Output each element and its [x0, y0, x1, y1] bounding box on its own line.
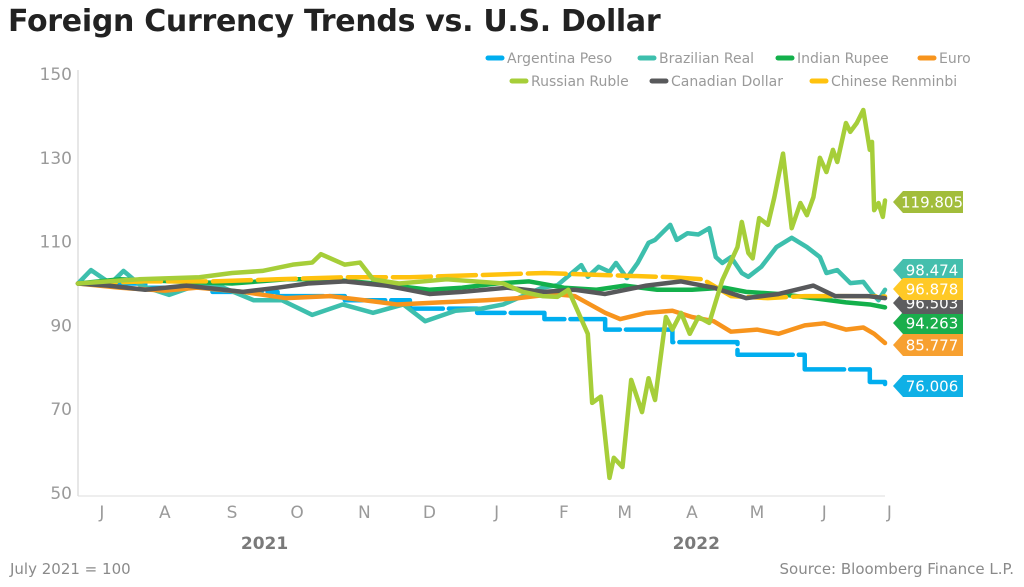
- end-value-tag-shape: [893, 278, 963, 300]
- end-value-tag-shape: [893, 375, 963, 397]
- end-value-tag-shape: [893, 191, 963, 213]
- legend-item: Brazilian Real: [637, 51, 754, 67]
- legend-item: Russian Ruble: [509, 74, 629, 90]
- series-line-brazilian-real: [75, 222, 888, 324]
- end-value-label: 96.878: [906, 281, 959, 299]
- y-tick-label: 130: [40, 149, 72, 169]
- x-tick-label: M: [617, 503, 632, 523]
- legend-label: Canadian Dollar: [671, 74, 783, 90]
- legend-item: Indian Rupee: [775, 51, 889, 67]
- legend-label: Euro: [939, 51, 971, 67]
- x-tick-label: N: [358, 503, 371, 523]
- y-tick-label: 110: [40, 233, 72, 253]
- y-tick-label: 90: [50, 316, 72, 336]
- x-tick-label: F: [559, 503, 569, 523]
- source-note: Source: Bloomberg Finance L.P.: [780, 560, 1014, 578]
- end-value-label: 98.474: [906, 262, 959, 280]
- legend-item: Argentina Peso: [485, 51, 612, 67]
- year-label: 2021: [241, 534, 288, 554]
- series-line-canadian-dollar: [75, 279, 888, 301]
- end-value-tag: 94.263: [893, 312, 963, 334]
- x-tick-label: J: [886, 503, 892, 523]
- end-value-label: 94.263: [906, 315, 959, 333]
- y-tick-label: 150: [40, 65, 72, 85]
- x-tick-label: J: [821, 503, 827, 523]
- y-tick-label: 50: [50, 484, 72, 504]
- chart-title: Foreign Currency Trends vs. U.S. Dollar: [8, 4, 661, 39]
- end-value-tag-shape: [893, 312, 963, 334]
- legend-label: Brazilian Real: [659, 51, 754, 67]
- x-tick-label: D: [423, 503, 436, 523]
- end-value-tag: 76.006: [893, 375, 963, 397]
- end-value-tag-shape: [893, 259, 963, 281]
- legend-label: Indian Rupee: [797, 51, 889, 67]
- legend-item: Chinese Renminbi: [809, 74, 957, 90]
- year-label: 2022: [673, 534, 720, 554]
- end-value-tag: 119.805: [893, 191, 963, 213]
- end-value-label: 119.805: [901, 194, 963, 212]
- legend-label: Chinese Renminbi: [831, 74, 957, 90]
- x-tick-label: J: [493, 503, 499, 523]
- x-tick-label: A: [159, 503, 171, 523]
- legend-label: Argentina Peso: [507, 51, 612, 67]
- legend-item: Euro: [917, 51, 971, 67]
- legend-label: Russian Ruble: [531, 74, 629, 90]
- series-line-euro: [75, 281, 888, 346]
- end-value-label: 76.006: [906, 378, 959, 396]
- end-value-tag: 98.474: [893, 259, 963, 281]
- x-tick-label: M: [750, 503, 765, 523]
- x-tick-label: A: [686, 503, 698, 523]
- series-line-chinese-renminbi: [75, 270, 888, 301]
- x-tick-label: O: [290, 503, 303, 523]
- y-tick-label: 70: [50, 400, 72, 420]
- series-line-russian-ruble: [75, 107, 888, 481]
- end-value-tag: 85.777: [893, 334, 963, 356]
- index-note: July 2021 = 100: [9, 560, 131, 578]
- end-value-label: 85.777: [906, 337, 959, 355]
- end-value-tag: 96.878: [893, 278, 963, 300]
- legend-item: Canadian Dollar: [649, 74, 783, 90]
- end-value-tag-shape: [893, 334, 963, 356]
- x-tick-label: S: [227, 503, 238, 523]
- x-tick-label: J: [98, 503, 104, 523]
